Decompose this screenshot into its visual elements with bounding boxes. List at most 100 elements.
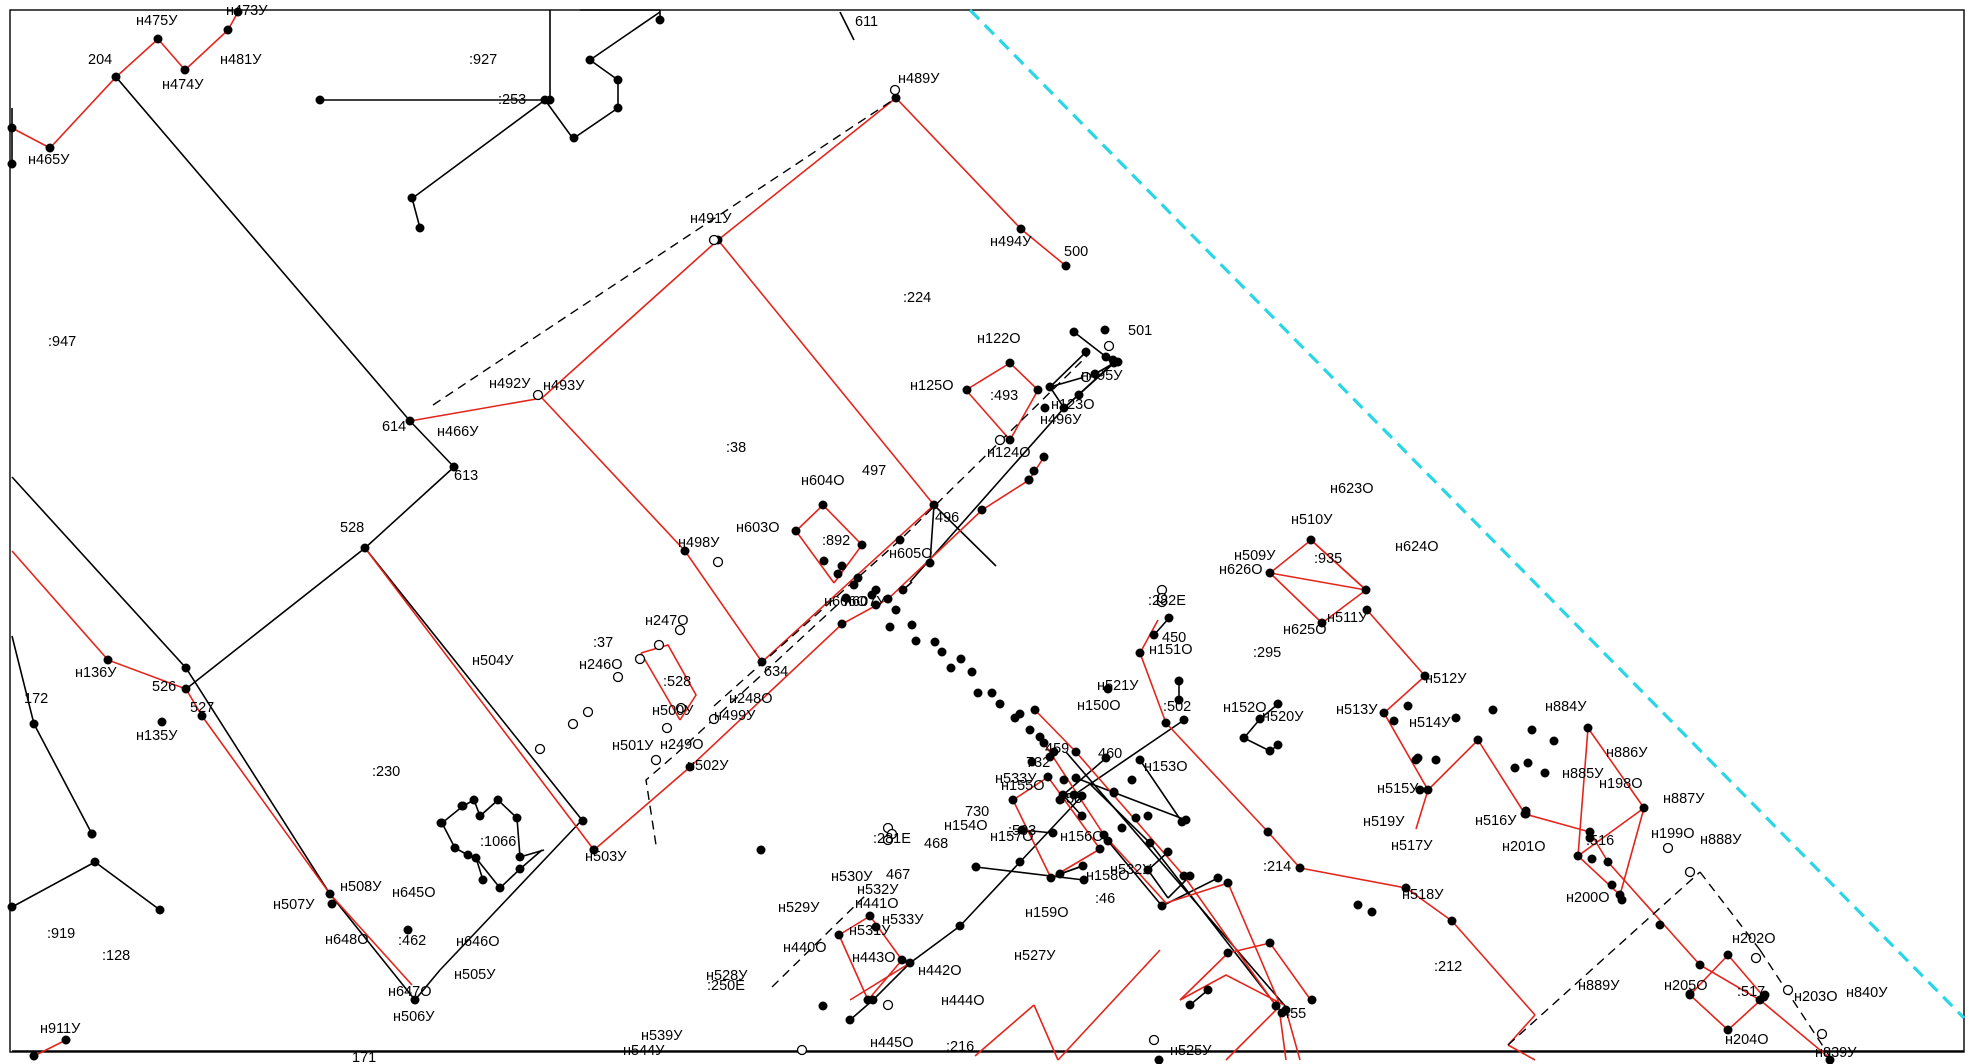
- boundary-point-151[interactable]: [956, 654, 966, 664]
- boundary-point-183[interactable]: [450, 843, 460, 853]
- boundary-point-177[interactable]: [437, 818, 447, 828]
- boundary-point-26[interactable]: [929, 500, 939, 510]
- boundary-point-205[interactable]: [898, 585, 908, 595]
- boundary-point-116[interactable]: [1587, 854, 1597, 864]
- open-point-18[interactable]: [882, 834, 894, 846]
- boundary-point-59[interactable]: [1033, 385, 1043, 395]
- boundary-point-4[interactable]: [233, 7, 243, 17]
- boundary-point-97[interactable]: [1095, 844, 1105, 854]
- boundary-point-120[interactable]: [1655, 920, 1665, 930]
- boundary-point-191[interactable]: [540, 95, 550, 105]
- boundary-point-144[interactable]: [995, 699, 1005, 709]
- boundary-point-181[interactable]: [512, 813, 522, 823]
- open-point-31[interactable]: [796, 1044, 808, 1056]
- boundary-point-152[interactable]: [911, 636, 921, 646]
- boundary-point-141[interactable]: [1049, 747, 1059, 757]
- boundary-point-85[interactable]: [1135, 648, 1145, 658]
- boundary-point-98[interactable]: [1046, 873, 1056, 883]
- boundary-point-95[interactable]: [1008, 795, 1018, 805]
- boundary-point-25[interactable]: [1100, 325, 1110, 335]
- boundary-point-184[interactable]: [463, 850, 473, 860]
- open-point-30[interactable]: [650, 754, 662, 766]
- boundary-point-157[interactable]: [891, 605, 901, 615]
- boundary-point-225[interactable]: [955, 921, 965, 931]
- boundary-point-155[interactable]: [907, 620, 917, 630]
- boundary-point-76[interactable]: [1583, 723, 1593, 733]
- boundary-point-160[interactable]: [833, 569, 843, 579]
- boundary-point-178[interactable]: [458, 801, 468, 811]
- boundary-point-171[interactable]: [1273, 699, 1283, 709]
- boundary-point-66[interactable]: [1361, 585, 1371, 595]
- boundary-point-182[interactable]: [515, 852, 525, 862]
- boundary-point-87[interactable]: [1263, 827, 1273, 837]
- boundary-point-137[interactable]: [1109, 788, 1119, 798]
- boundary-point-212[interactable]: [1179, 715, 1189, 725]
- boundary-point-80[interactable]: [1723, 950, 1733, 960]
- boundary-point-0[interactable]: [111, 72, 121, 82]
- boundary-point-90[interactable]: [1447, 916, 1457, 926]
- boundary-point-108[interactable]: [1117, 823, 1127, 833]
- open-point-24[interactable]: [1662, 842, 1674, 854]
- boundary-point-226[interactable]: [905, 958, 915, 968]
- boundary-point-16[interactable]: [325, 889, 335, 899]
- boundary-point-31[interactable]: [680, 546, 690, 556]
- boundary-point-71[interactable]: [1423, 785, 1433, 795]
- boundary-point-27[interactable]: [962, 385, 972, 395]
- boundary-point-223[interactable]: [1077, 791, 1087, 801]
- boundary-point-117[interactable]: [1585, 833, 1595, 843]
- boundary-point-194[interactable]: [613, 103, 623, 113]
- boundary-point-34[interactable]: [818, 500, 828, 510]
- boundary-point-10[interactable]: [181, 663, 191, 673]
- boundary-point-68[interactable]: [1362, 605, 1372, 615]
- boundary-point-11[interactable]: [360, 543, 370, 553]
- boundary-point-55[interactable]: [1029, 466, 1039, 476]
- boundary-point-244[interactable]: [1549, 736, 1559, 746]
- boundary-point-193[interactable]: [613, 75, 623, 85]
- boundary-point-173[interactable]: [87, 829, 97, 839]
- boundary-point-233[interactable]: [1203, 985, 1213, 995]
- boundary-point-164[interactable]: [1163, 847, 1173, 857]
- boundary-point-23[interactable]: [1016, 224, 1026, 234]
- boundary-point-139[interactable]: [1143, 811, 1153, 821]
- boundary-point-209[interactable]: [1174, 695, 1184, 705]
- boundary-point-159[interactable]: [867, 590, 877, 600]
- open-point-15[interactable]: [661, 722, 673, 734]
- boundary-point-236[interactable]: [1145, 838, 1155, 848]
- boundary-point-28[interactable]: [1040, 403, 1050, 413]
- boundary-point-219[interactable]: [1058, 790, 1068, 800]
- boundary-point-22[interactable]: [891, 93, 901, 103]
- boundary-point-106[interactable]: [897, 955, 907, 965]
- open-point-3[interactable]: [712, 556, 724, 568]
- boundary-point-198[interactable]: [655, 15, 665, 25]
- boundary-point-232[interactable]: [1213, 873, 1223, 883]
- boundary-point-180[interactable]: [493, 795, 503, 805]
- boundary-point-146[interactable]: [973, 688, 983, 698]
- boundary-point-224[interactable]: [1015, 857, 1025, 867]
- boundary-point-195[interactable]: [585, 55, 595, 65]
- boundary-point-206[interactable]: [925, 558, 935, 568]
- boundary-point-156[interactable]: [871, 600, 881, 610]
- boundary-point-35[interactable]: [791, 526, 801, 536]
- boundary-point-188[interactable]: [515, 864, 525, 874]
- boundary-point-175[interactable]: [90, 857, 100, 867]
- boundary-point-6[interactable]: [7, 123, 17, 133]
- boundary-point-172[interactable]: [29, 719, 39, 729]
- boundary-point-24[interactable]: [1061, 261, 1071, 271]
- boundary-point-241[interactable]: [1527, 725, 1537, 735]
- open-point-13[interactable]: [994, 434, 1006, 446]
- boundary-point-222[interactable]: [1055, 869, 1065, 879]
- boundary-point-169[interactable]: [1265, 746, 1275, 756]
- boundary-point-158[interactable]: [849, 580, 859, 590]
- open-point-9[interactable]: [567, 718, 579, 730]
- boundary-point-231[interactable]: [1103, 836, 1113, 846]
- boundary-point-189[interactable]: [315, 95, 325, 105]
- boundary-point-167[interactable]: [1255, 714, 1265, 724]
- boundary-point-202[interactable]: [1059, 403, 1069, 413]
- boundary-point-185[interactable]: [471, 853, 481, 863]
- boundary-point-138[interactable]: [1127, 775, 1137, 785]
- open-point-5[interactable]: [653, 639, 665, 651]
- boundary-point-63[interactable]: [1265, 938, 1275, 948]
- boundary-point-49[interactable]: [589, 845, 599, 855]
- boundary-point-8[interactable]: [405, 416, 415, 426]
